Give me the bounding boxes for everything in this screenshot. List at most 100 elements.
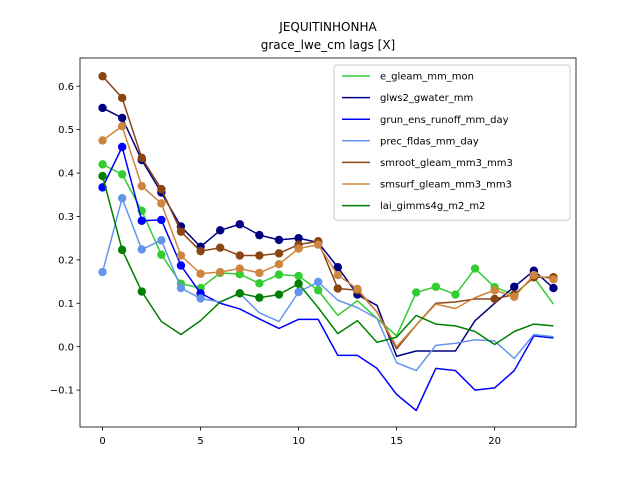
data-point <box>235 251 244 260</box>
data-point <box>274 270 284 279</box>
data-point <box>176 283 186 293</box>
legend-label: lai_gimms4g_m2_m2 <box>380 201 485 212</box>
data-point <box>314 277 323 287</box>
data-point <box>98 136 107 145</box>
data-point <box>314 240 323 249</box>
legend-label: prec_fldas_mm_day <box>380 136 479 147</box>
data-point <box>157 215 166 225</box>
data-point <box>490 286 499 295</box>
chart-subtitle: grace_lwe_cm lags [X] <box>261 38 395 52</box>
data-point <box>333 270 342 280</box>
data-point <box>274 235 284 245</box>
data-point <box>412 288 421 297</box>
data-point <box>176 227 186 236</box>
x-tick-label: 0 <box>99 436 105 447</box>
data-point <box>137 287 146 296</box>
data-point <box>431 282 441 291</box>
y-tick-label: 0.0 <box>58 342 74 353</box>
data-point <box>510 292 519 301</box>
data-point <box>294 279 303 288</box>
data-point <box>470 264 480 273</box>
data-point <box>98 160 107 169</box>
data-point <box>157 250 166 259</box>
data-point <box>176 261 186 270</box>
legend-label: grun_ens_runoff_mm_day <box>380 115 509 126</box>
legend-label: smsurf_gleam_mm3_mm3 <box>380 180 512 191</box>
y-tick-label: 0.6 <box>58 82 74 93</box>
data-point <box>549 275 558 284</box>
x-tick-label: 5 <box>197 436 203 447</box>
data-point <box>294 233 303 243</box>
data-point <box>117 113 127 123</box>
data-point <box>529 270 539 280</box>
data-point <box>176 251 186 260</box>
legend-label: glws2_gwater_mm <box>380 93 473 104</box>
data-point <box>157 199 166 208</box>
data-point <box>98 103 107 113</box>
y-tick-label: −0.1 <box>50 386 74 397</box>
series-line-3 <box>101 197 554 372</box>
data-point <box>255 268 264 278</box>
data-point <box>235 264 244 273</box>
data-point <box>294 244 303 253</box>
data-point <box>274 290 284 299</box>
data-point <box>255 279 264 288</box>
series-smsurf_gleam_mm3_mm3 <box>98 121 558 348</box>
y-tick-label: 0.5 <box>58 125 74 136</box>
x-tick-label: 10 <box>292 436 305 447</box>
data-point <box>117 93 127 103</box>
legend-label: e_gleam_mm_mon <box>380 72 474 83</box>
data-point <box>353 284 362 294</box>
data-point <box>117 170 127 179</box>
data-point <box>137 216 146 225</box>
data-point <box>157 236 166 245</box>
data-point <box>294 271 303 281</box>
data-point <box>215 226 225 235</box>
x-tick-label: 20 <box>488 436 501 447</box>
data-point <box>196 294 205 303</box>
data-point <box>294 287 303 297</box>
data-point <box>451 290 460 299</box>
data-point <box>333 284 342 293</box>
data-point <box>235 220 244 229</box>
data-point <box>137 153 146 163</box>
series-lai_gimms4g_m2_m2 <box>98 171 554 346</box>
series-line-6 <box>101 175 554 346</box>
data-point <box>510 282 519 291</box>
data-point <box>196 246 205 256</box>
y-tick-label: 0.3 <box>58 212 74 223</box>
data-point <box>255 293 264 302</box>
data-point <box>314 286 323 295</box>
legend-box <box>333 64 571 221</box>
chart-title: JEQUITINHONHA <box>278 20 377 34</box>
plot-area <box>98 72 558 412</box>
legend: e_gleam_mm_mon glws2_gwater_mm grun_ens_ru… <box>333 64 571 221</box>
data-point <box>98 267 107 277</box>
data-point <box>117 245 127 255</box>
data-point <box>117 194 127 203</box>
data-point <box>333 263 342 272</box>
legend-label: smroot_gleam_mm3_mm3 <box>380 158 513 169</box>
data-point <box>215 243 225 252</box>
series-line-5 <box>102 125 554 348</box>
data-point <box>157 184 166 194</box>
y-tick-label: 0.2 <box>58 255 74 266</box>
data-point <box>117 142 127 152</box>
data-point <box>255 230 264 240</box>
y-tick-label: 0.1 <box>58 299 74 310</box>
x-tick-label: 15 <box>390 436 403 447</box>
data-point <box>549 283 558 293</box>
series-line-4 <box>101 75 554 350</box>
data-point <box>255 251 264 260</box>
y-tick-label: 0.4 <box>58 169 74 180</box>
data-point <box>137 181 146 191</box>
data-point <box>117 121 127 131</box>
data-point <box>274 249 284 258</box>
data-point <box>98 171 107 181</box>
data-point <box>137 245 146 254</box>
series-line-1 <box>102 107 554 357</box>
data-point <box>274 260 284 269</box>
data-point <box>98 72 107 81</box>
data-point <box>490 294 499 304</box>
axes-frame <box>79 57 577 428</box>
